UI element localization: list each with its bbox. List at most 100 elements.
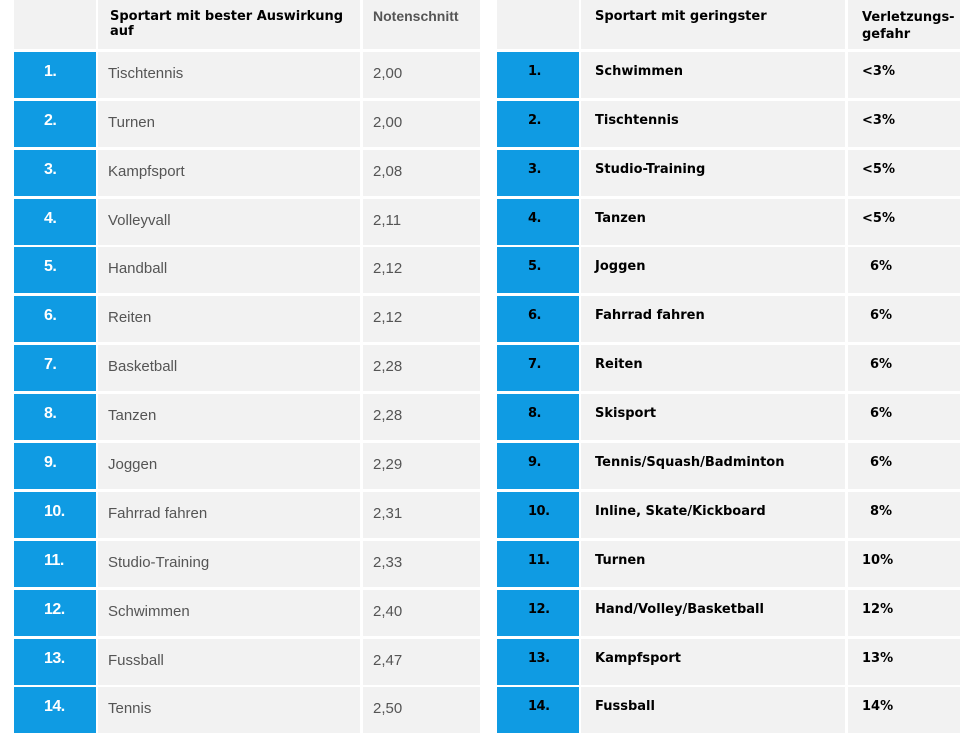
rank-label: 1. xyxy=(528,63,541,79)
sport-name: Turnen xyxy=(108,113,155,131)
value-header-cell: Notenschnitt xyxy=(363,0,480,49)
sport-cell: Kampfsport xyxy=(98,149,360,196)
sport-name: Tischtennis xyxy=(595,112,679,128)
sport-name: Tennis xyxy=(108,700,152,718)
sport-name: Fahrrad fahren xyxy=(595,308,705,324)
sport-cell: Turnen xyxy=(98,100,360,147)
rank-cell: 8. xyxy=(14,394,96,441)
value-cell: 13% xyxy=(848,638,960,685)
row-value: 2,11 xyxy=(373,211,402,229)
sport-column-header: Sportart mit bester Auswirkung auf xyxy=(110,9,344,39)
rank-label: 4. xyxy=(528,210,541,226)
sport-cell: Tischtennis xyxy=(98,51,360,98)
rank-cell: 7. xyxy=(497,345,579,392)
rank-cell: 6. xyxy=(14,296,96,343)
rank-cell: 11. xyxy=(497,540,579,587)
sport-cell: Fussball xyxy=(581,687,845,733)
value-cell: <5% xyxy=(848,198,960,245)
rank-cell: 2. xyxy=(14,100,96,147)
row-value: 6% xyxy=(870,455,893,471)
row-value: 14% xyxy=(862,699,894,715)
value-cell: 14% xyxy=(848,687,960,733)
sport-cell: Kampfsport xyxy=(581,638,845,685)
value-cell: 2,28 xyxy=(363,345,480,392)
rank-label: 8. xyxy=(528,406,541,422)
row-value: 2,28 xyxy=(373,358,403,376)
value-cell: 2,50 xyxy=(363,687,480,733)
value-cell: 10% xyxy=(848,540,960,587)
sport-cell: Tennis xyxy=(98,687,360,733)
rank-cell: 9. xyxy=(497,443,579,490)
value-cell: 2,08 xyxy=(363,149,480,196)
value-cell: 2,29 xyxy=(363,443,480,490)
value-cell: 8% xyxy=(848,491,960,538)
value-cell: 6% xyxy=(848,394,960,441)
value-cell: 6% xyxy=(848,247,960,294)
rank-label: 1. xyxy=(44,62,57,80)
sport-cell: Turnen xyxy=(581,540,845,587)
rank-label: 9. xyxy=(528,455,541,471)
rank-cell: 14. xyxy=(14,687,96,733)
rank-cell: 10. xyxy=(14,491,96,538)
sport-name: Schwimmen xyxy=(595,63,683,79)
sport-name: Reiten xyxy=(595,357,643,373)
sport-name: Tennis/Squash/Badminton xyxy=(595,455,785,471)
row-value: 2,00 xyxy=(373,64,403,82)
row-value: 10% xyxy=(862,552,894,568)
rank-label: 5. xyxy=(528,259,541,275)
row-value: 2,00 xyxy=(373,113,403,131)
rank-cell: 10. xyxy=(497,491,579,538)
rank-cell: 3. xyxy=(497,149,579,196)
rank-label: 8. xyxy=(44,405,57,423)
sport-cell: Tanzen xyxy=(98,394,360,441)
row-value: 6% xyxy=(870,357,893,373)
row-value: 2,12 xyxy=(373,309,403,327)
rank-cell: 5. xyxy=(497,247,579,294)
row-value: <5% xyxy=(862,161,895,177)
rank-cell: 11. xyxy=(14,540,96,587)
row-value: <3% xyxy=(862,63,895,79)
rank-label: 10. xyxy=(528,503,550,519)
rank-label: 6. xyxy=(528,308,541,324)
sport-cell: Hand/Volley/Basketball xyxy=(581,589,845,636)
sport-cell: Fahrrad fahren xyxy=(581,296,845,343)
sport-name: Handball xyxy=(108,260,168,278)
sport-name: Kampfsport xyxy=(108,162,185,180)
value-cell: 6% xyxy=(848,443,960,490)
sport-name: Hand/Volley/Basketball xyxy=(595,601,764,617)
sport-cell: Studio-Training xyxy=(581,149,845,196)
grade-column-header: Notenschnitt xyxy=(373,8,459,24)
sport-cell: Handball xyxy=(98,247,360,294)
sport-name: Tanzen xyxy=(595,210,646,226)
row-value: 12% xyxy=(862,601,894,617)
row-value: 2,28 xyxy=(373,407,403,425)
sport-cell: Reiten xyxy=(98,296,360,343)
rank-label: 2. xyxy=(528,112,541,128)
sport-cell: Skisport xyxy=(581,394,845,441)
sport-cell: Tanzen xyxy=(581,198,845,245)
rank-cell: 8. xyxy=(497,394,579,441)
row-value: 2,50 xyxy=(373,700,403,718)
sport-cell: Volleyvall xyxy=(98,198,360,245)
sport-name: Fahrrad fahren xyxy=(108,504,208,522)
rank-cell: 9. xyxy=(14,443,96,490)
rank-cell: 13. xyxy=(14,638,96,685)
sport-name: Tischtennis xyxy=(108,64,184,82)
value-cell: 2,12 xyxy=(363,296,480,343)
row-value: 2,33 xyxy=(373,553,403,571)
value-cell: 6% xyxy=(848,296,960,343)
rank-label: 7. xyxy=(44,356,57,374)
rank-cell: 3. xyxy=(14,149,96,196)
sport-cell: Joggen xyxy=(581,247,845,294)
sport-name: Inline, Skate/Kickboard xyxy=(595,503,766,519)
rank-cell: 14. xyxy=(497,687,579,733)
rank-cell: 4. xyxy=(497,198,579,245)
value-cell: 2,11 xyxy=(363,198,480,245)
rank-label: 13. xyxy=(44,649,65,667)
sport-name: Studio-Training xyxy=(595,161,706,177)
sport-name: Tanzen xyxy=(108,407,157,425)
rank-cell: 1. xyxy=(14,51,96,98)
value-cell: 2,28 xyxy=(363,394,480,441)
sport-cell: Tennis/Squash/Badminton xyxy=(581,443,845,490)
row-value: 2,08 xyxy=(373,162,403,180)
